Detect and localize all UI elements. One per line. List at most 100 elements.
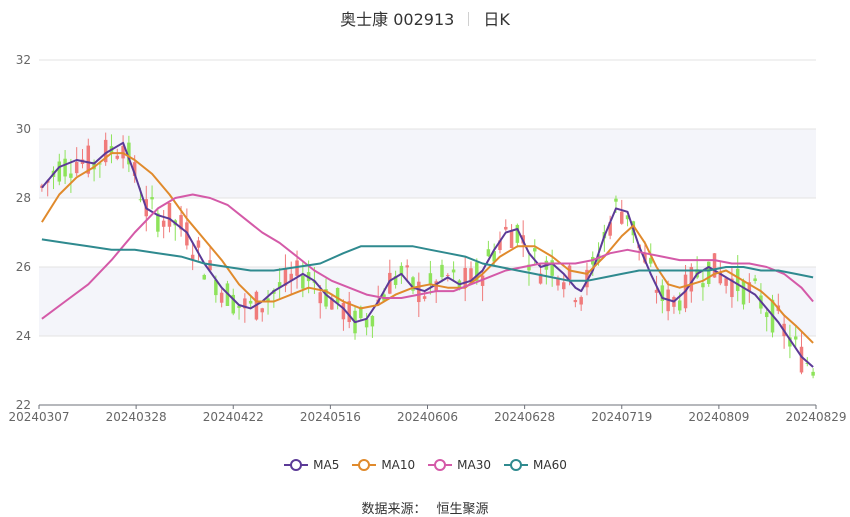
candle-body xyxy=(538,273,543,284)
y-tick-label: 26 xyxy=(16,260,31,274)
candle-body xyxy=(370,315,375,327)
candle-body xyxy=(388,272,392,294)
candle-body xyxy=(498,240,502,251)
x-tick-label: 20240422 xyxy=(203,410,264,424)
candle-body xyxy=(57,161,62,182)
candle-body xyxy=(608,222,612,236)
candle-body xyxy=(161,220,166,227)
candle-body xyxy=(585,269,589,288)
ma60-line xyxy=(41,238,814,282)
data-source: 数据来源： 恒生聚源 xyxy=(0,498,850,517)
candle-body xyxy=(440,264,444,278)
x-tick-label: 20240307 xyxy=(8,410,69,424)
legend-label: MA30 xyxy=(457,458,492,472)
y-tick-label: 32 xyxy=(16,53,31,67)
candle-body xyxy=(335,287,340,304)
legend-item-ma60[interactable]: MA60 xyxy=(503,458,567,472)
candle-body xyxy=(98,163,102,165)
candle-body xyxy=(434,281,438,292)
candle-body xyxy=(190,254,195,260)
candle-body xyxy=(260,308,264,313)
candle-body xyxy=(793,336,798,340)
candle-body xyxy=(74,161,79,174)
candle-body xyxy=(196,240,201,248)
candle-body xyxy=(735,268,740,292)
candle-body xyxy=(115,155,120,159)
candle-body xyxy=(567,265,572,280)
title-separator xyxy=(468,12,470,26)
x-tick-label: 20240719 xyxy=(591,410,652,424)
candle-body xyxy=(277,282,282,288)
candle-body xyxy=(393,276,398,285)
candle-body xyxy=(724,278,728,286)
candle-body xyxy=(475,262,479,281)
legend-marker-icon xyxy=(504,459,529,471)
x-tick-label: 20240606 xyxy=(397,410,458,424)
candle-body xyxy=(654,289,659,293)
candle-body xyxy=(706,261,711,284)
legend-marker-icon xyxy=(352,459,377,471)
candle-body xyxy=(579,297,583,305)
candle-body xyxy=(219,292,224,303)
candle-body xyxy=(764,312,769,318)
candle-body xyxy=(625,215,630,220)
candle-body xyxy=(562,282,566,290)
candle-body xyxy=(92,161,96,170)
candle-body xyxy=(428,273,433,284)
candle-body xyxy=(63,158,67,177)
candle-body xyxy=(799,346,804,373)
period-label: 日K xyxy=(483,10,510,29)
candle-body xyxy=(504,226,508,230)
candle-body xyxy=(509,231,514,249)
candle-body xyxy=(747,282,752,291)
candle-body xyxy=(364,319,369,328)
candle-body xyxy=(556,277,560,286)
candle-body xyxy=(753,278,757,282)
y-tick-label: 22 xyxy=(16,398,31,412)
legend-item-ma30[interactable]: MA30 xyxy=(427,458,491,472)
candle-body xyxy=(527,264,531,271)
candle-body xyxy=(127,142,131,165)
stock-name: 奥士康 002913 xyxy=(340,10,455,29)
candle-body xyxy=(243,298,247,309)
legend-label: MA60 xyxy=(533,458,567,472)
candle-body xyxy=(811,371,815,376)
candle-body xyxy=(330,298,334,310)
candle-body xyxy=(179,215,183,230)
candle-body xyxy=(150,197,154,200)
ma30-line xyxy=(41,193,814,320)
candle-body xyxy=(266,298,270,301)
ma10-line xyxy=(41,152,814,344)
candle-body xyxy=(463,267,467,287)
candle-body xyxy=(359,306,363,319)
candle-body xyxy=(156,213,160,232)
x-tick-label: 20240809 xyxy=(688,410,749,424)
legend-item-ma5[interactable]: MA5 xyxy=(283,458,339,472)
candle-body xyxy=(231,294,235,314)
candle-body xyxy=(492,251,496,262)
candle-body xyxy=(301,275,305,289)
source-value: 恒生聚源 xyxy=(436,502,489,517)
candle-body xyxy=(417,281,421,303)
candle-body xyxy=(614,198,618,202)
legend-marker-icon xyxy=(284,459,309,471)
candle-body xyxy=(451,269,456,273)
candle-body xyxy=(730,278,734,298)
candle-body xyxy=(103,139,108,163)
candle-body xyxy=(202,274,206,280)
candle-body xyxy=(295,260,299,276)
candle-body xyxy=(486,249,491,257)
candle-body xyxy=(422,296,427,299)
legend: MA5 MA10 MA30 MA60 xyxy=(0,458,850,475)
candle-body xyxy=(138,199,143,201)
x-tick-label: 20240516 xyxy=(300,410,361,424)
y-tick-label: 24 xyxy=(16,329,31,343)
legend-item-ma10[interactable]: MA10 xyxy=(351,458,415,472)
grid-band xyxy=(39,267,816,336)
y-tick-label: 30 xyxy=(16,122,31,136)
x-tick-label: 20240829 xyxy=(785,410,846,424)
candle-body xyxy=(515,224,520,243)
x-tick-label: 20240328 xyxy=(106,410,167,424)
candle-body xyxy=(573,299,578,303)
candle-body xyxy=(324,289,328,307)
